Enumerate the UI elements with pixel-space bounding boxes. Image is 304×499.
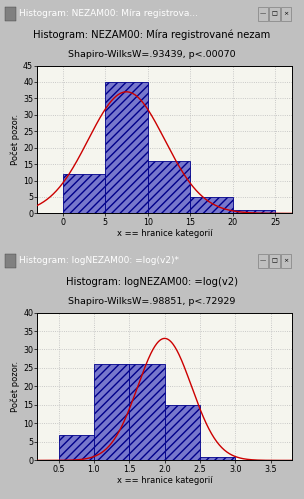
Text: ×: × [283, 258, 289, 263]
Bar [281, 7, 292, 21]
Bar [59, 435, 94, 461]
Y-axis label: Počet pozor.: Počet pozor. [11, 361, 20, 412]
Text: □: □ [271, 258, 277, 263]
Text: —: — [260, 11, 266, 16]
Text: Histogram: logNEZAM00: =log(v2)*: Histogram: logNEZAM00: =log(v2)* [19, 256, 179, 265]
Text: Histogram: logNEZAM00: =log(v2): Histogram: logNEZAM00: =log(v2) [66, 276, 238, 287]
Bar [258, 254, 268, 268]
X-axis label: x == hranice kategorií: x == hranice kategorií [117, 230, 212, 239]
Bar [94, 364, 129, 461]
Bar [5, 254, 16, 268]
Bar [165, 405, 200, 461]
Text: Histogram: NEZAM00: Míra registrované nezam: Histogram: NEZAM00: Míra registrované ne… [33, 29, 271, 40]
Bar [200, 457, 235, 461]
Bar [148, 161, 190, 214]
Bar [269, 7, 280, 21]
Text: ×: × [283, 11, 289, 16]
Y-axis label: Počet pozor.: Počet pozor. [11, 114, 20, 165]
Bar [5, 7, 16, 21]
Bar [281, 254, 292, 268]
Text: —: — [260, 258, 266, 263]
Bar [190, 197, 233, 214]
Text: Shapiro-WilksW=.93439, p<.00070: Shapiro-WilksW=.93439, p<.00070 [68, 50, 236, 59]
Text: □: □ [271, 11, 277, 16]
Bar [129, 364, 165, 461]
Bar [269, 254, 280, 268]
Bar [233, 210, 275, 214]
Text: Shapiro-WilksW=.98851, p<.72929: Shapiro-WilksW=.98851, p<.72929 [68, 297, 236, 306]
Bar [63, 174, 105, 214]
Bar [105, 82, 148, 214]
X-axis label: x == hranice kategorií: x == hranice kategorií [117, 477, 212, 486]
Bar [258, 7, 268, 21]
Text: Histogram: NEZAM00: Míra registrova...: Histogram: NEZAM00: Míra registrova... [19, 9, 199, 18]
